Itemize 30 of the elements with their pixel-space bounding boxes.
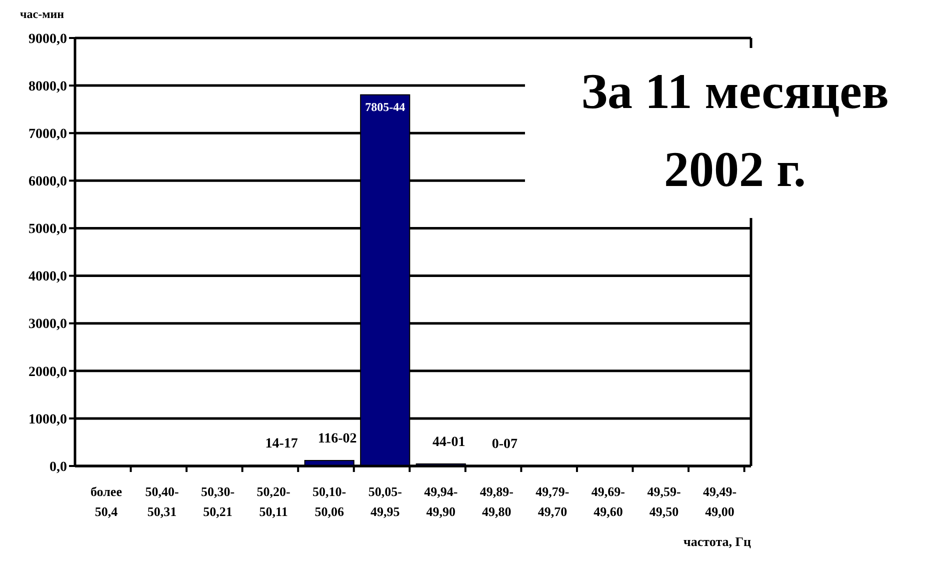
- y-tick-label: 1000,0: [28, 412, 67, 428]
- x-tick-label: 50,40-50,31: [145, 484, 179, 519]
- x-tick-label: 49,94-49,90: [424, 484, 458, 519]
- data-label: 14-17: [265, 436, 298, 452]
- y-tick-label: 7000,0: [28, 127, 67, 142]
- y-tick-label: 6000,0: [28, 174, 67, 190]
- x-tick-label: 49,69-49,60: [591, 484, 626, 519]
- x-tick-label: 49,59-49,50: [647, 484, 681, 519]
- text: За 11 месяцев 2002 г.: [581, 63, 889, 197]
- y-axis-title: час-мин: [20, 7, 64, 21]
- x-axis-title: частота, Гц: [684, 534, 752, 549]
- x-tick-label: 50,30-50,21: [200, 484, 235, 519]
- y-tick-label: 5000,0: [28, 222, 67, 238]
- y-tick-label: 4000,0: [28, 270, 67, 285]
- data-label: 44-01: [432, 434, 466, 450]
- x-tick-label: 50,20-50,11: [256, 484, 290, 519]
- x-tick-label: 49,79-49,70: [536, 484, 570, 519]
- data-label: 0-07: [492, 436, 518, 452]
- data-label: 7805-44: [365, 100, 406, 114]
- y-tick-label: 2000,0: [28, 364, 67, 380]
- data-label: 116-02: [318, 431, 357, 446]
- x-tick-label: 50,05-49,95: [368, 484, 402, 519]
- y-tick-label: 3000,0: [28, 317, 67, 332]
- x-tick-label: 50,10-50,06: [312, 484, 346, 519]
- x-tick-label: более 50,4: [90, 484, 122, 519]
- y-tick-label: 8000,0: [28, 79, 67, 94]
- y-tick-label: 9000,0: [28, 32, 67, 47]
- x-tick-label: 49,89-49,80: [480, 484, 514, 519]
- y-tick-label: 0,0: [50, 460, 67, 475]
- x-tick-label: 49,49-49,00: [702, 484, 737, 519]
